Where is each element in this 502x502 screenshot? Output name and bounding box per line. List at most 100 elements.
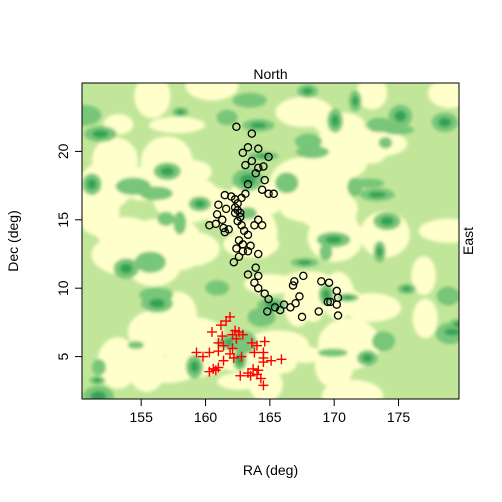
contour-blob-high — [90, 391, 107, 399]
plus-point — [258, 357, 269, 368]
contour-blob-high — [93, 378, 102, 383]
circle-point — [254, 283, 263, 293]
circle-point — [230, 208, 240, 218]
y-tick-label: 15 — [55, 212, 71, 228]
circle-point — [275, 305, 285, 315]
plus-point — [245, 370, 256, 381]
contour-blob-high — [368, 191, 386, 198]
circle-point — [259, 162, 268, 171]
y-tick-label: 10 — [55, 280, 71, 296]
plus-point — [253, 365, 264, 376]
contour-blob-high — [297, 260, 312, 265]
circle-point — [257, 185, 267, 194]
contour-blob-mid — [319, 243, 333, 261]
plus-point — [218, 340, 229, 351]
circle-point — [260, 175, 269, 185]
circle-point — [241, 189, 250, 199]
circle-point — [332, 300, 342, 309]
plus-point — [227, 329, 238, 340]
top-label: North — [253, 66, 287, 82]
circle-point — [247, 129, 257, 138]
contour-blob-high — [331, 114, 340, 127]
contour-blob-low — [244, 274, 296, 295]
contour-blob-high — [380, 216, 394, 226]
circle-point — [264, 152, 273, 162]
contour-blob-high — [402, 286, 412, 292]
plus-point — [259, 336, 270, 347]
contour-blob-low — [140, 136, 193, 188]
circle-point — [323, 297, 333, 307]
contour-blob-low — [427, 83, 459, 108]
plus-point — [230, 325, 241, 336]
plus-point — [248, 363, 259, 374]
plus-point — [237, 329, 248, 340]
circle-point — [251, 169, 260, 178]
circle-point — [232, 122, 241, 132]
contour-blob-low — [134, 83, 171, 119]
contour-blob-high — [444, 328, 459, 336]
plus-point — [276, 354, 287, 365]
x-axis-label: RA (deg) — [243, 462, 298, 478]
contour-blob-mid — [294, 133, 322, 150]
contour-blob-low — [418, 218, 459, 243]
circle-point — [324, 278, 334, 287]
y-tick-label: 20 — [55, 143, 71, 159]
circle-point — [269, 189, 278, 199]
plus-point — [206, 326, 217, 337]
contour-blob-high — [190, 360, 199, 373]
plus-point — [191, 347, 202, 358]
plus-point — [204, 366, 215, 377]
contour-blob-low — [97, 337, 139, 389]
circle-point — [217, 215, 227, 225]
circle-point — [219, 223, 228, 233]
plus-point — [227, 343, 238, 354]
plus-point — [249, 347, 260, 358]
contour-blob-low — [82, 161, 133, 211]
contour-blob-mid — [317, 348, 348, 357]
circle-point — [243, 179, 253, 189]
plus-point — [213, 362, 224, 373]
circle-point — [236, 208, 245, 218]
contour-blob-high — [149, 298, 166, 308]
circle-point — [254, 249, 263, 259]
density-contour-background — [82, 83, 459, 399]
contour-blob-high — [119, 263, 133, 274]
circle-point — [264, 189, 273, 199]
circle-point — [247, 156, 257, 166]
plus-point — [197, 351, 208, 362]
contour-blob-high — [194, 200, 206, 208]
contour-blob-low — [148, 116, 205, 134]
circle-point — [286, 303, 295, 312]
y-tick-label: 5 — [55, 352, 71, 360]
x-tick-label: 165 — [258, 409, 282, 425]
circle-point — [290, 277, 299, 286]
contour-blob-mid — [347, 177, 363, 197]
circle-point — [238, 148, 248, 158]
contour-blob-high — [322, 289, 331, 300]
circle-point — [314, 307, 324, 316]
contour-blob-mid — [173, 211, 187, 235]
contour-blob-mid — [231, 331, 258, 355]
circle-point — [234, 252, 244, 261]
circle-point — [250, 221, 259, 230]
contour-blob-mid — [82, 104, 102, 126]
contour-blob-low — [150, 175, 198, 209]
contour-blob-low — [412, 298, 438, 339]
contour-blob-low — [160, 231, 220, 267]
contour-blob-high — [160, 166, 175, 176]
circle-point — [238, 247, 248, 256]
plus-point — [213, 346, 224, 357]
contour-blob-high — [250, 122, 267, 129]
circle-point — [250, 278, 259, 287]
circle-point — [299, 271, 308, 281]
contour-blob-mid — [366, 117, 393, 133]
plus-point — [217, 331, 228, 342]
contour-blob-low — [411, 256, 437, 296]
x-tick-label: 170 — [323, 409, 347, 425]
plus-point — [218, 355, 229, 366]
contour-blob-mid — [275, 172, 299, 194]
circle-point — [243, 270, 253, 279]
contour-blob-mid — [296, 145, 329, 159]
contour-blob-mid — [216, 109, 238, 126]
circle-point — [254, 144, 263, 153]
